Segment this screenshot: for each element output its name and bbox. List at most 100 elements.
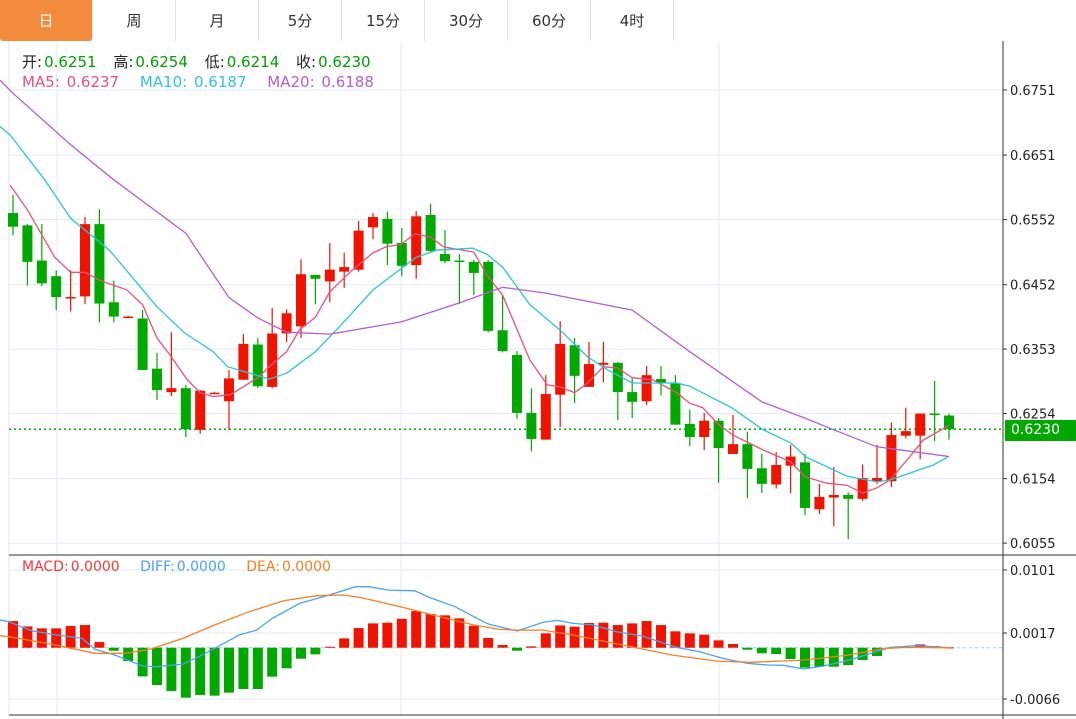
macd-bar — [569, 626, 580, 648]
ma20-readout: MA20: 0.6188 — [267, 73, 376, 91]
macd-bar — [684, 633, 695, 648]
macd-bar — [51, 628, 62, 648]
candle-up — [814, 496, 825, 510]
candle-up — [281, 313, 292, 334]
candle-up — [296, 274, 306, 327]
y-axis-tick-label: 0.6055 — [1010, 537, 1056, 552]
candle-up — [238, 343, 249, 380]
candle-up — [828, 494, 839, 498]
macd-bar — [540, 633, 551, 648]
macd-bar — [627, 623, 638, 648]
candle-down — [468, 261, 479, 273]
macd-bar — [814, 647, 825, 667]
macd-bar — [238, 647, 249, 690]
candle-up — [771, 465, 782, 485]
candle-down — [929, 413, 940, 416]
macd-bar — [252, 647, 263, 690]
macd-bar — [36, 628, 47, 648]
macd-bar — [80, 625, 90, 648]
candle-down — [152, 368, 162, 391]
candle-up — [267, 333, 278, 387]
ma10-line — [0, 126, 948, 483]
open-value: 0.6251 — [44, 53, 97, 71]
dea-label: DEA: — [246, 559, 280, 575]
y-axis-tick-label: 0.6254 — [1010, 408, 1056, 423]
macd-bar — [728, 644, 738, 648]
dea-line — [0, 594, 948, 663]
candle-up — [65, 297, 76, 299]
macd-bar — [555, 625, 566, 648]
macd-bar — [339, 638, 350, 648]
macd-bar — [281, 647, 292, 669]
close-label: 收: — [296, 53, 317, 71]
candle-down — [310, 274, 321, 279]
macd-axis-tick-label: -0.0066 — [1010, 693, 1060, 708]
dea-value: 0.0000 — [281, 559, 331, 575]
candle-down — [440, 254, 450, 262]
candle-down — [137, 318, 148, 370]
high-value: 0.6254 — [135, 53, 188, 71]
macd-bar — [843, 647, 854, 666]
ma5-line — [9, 184, 950, 494]
candle-down — [512, 354, 522, 413]
candle-up — [324, 269, 335, 282]
candle-up — [339, 267, 350, 272]
macd-bar — [670, 631, 681, 648]
ma10-label: MA10: — [139, 73, 188, 91]
ma-readout: MA5: 0.6237 MA10: 0.6187 MA20: 0.6188 — [22, 73, 378, 91]
candle-down — [800, 462, 810, 508]
tab-30min[interactable]: 30分 — [425, 0, 508, 41]
macd-readout: MACD: 0.0000 DIFF: 0.0000 DEA: 0.0000 — [22, 559, 335, 575]
candle-down — [843, 494, 854, 499]
tab-15min[interactable]: 15分 — [342, 0, 425, 41]
candle-up — [699, 420, 710, 438]
candle-down — [944, 415, 954, 430]
macd-bar — [267, 647, 278, 677]
candle-down — [742, 444, 753, 469]
macd-bar — [771, 647, 782, 655]
macd-bar — [166, 647, 177, 691]
tab-4hour[interactable]: 4时 — [591, 0, 674, 41]
candle-up — [195, 390, 206, 430]
candle-down — [569, 345, 580, 376]
ohlc-readout: 开: 0.6251 高: 0.6254 低: 0.6214 收: 0.6230 — [22, 51, 383, 72]
macd-bar — [785, 647, 796, 660]
macd-bar — [584, 623, 594, 648]
candle-up — [123, 316, 134, 319]
candle-up — [209, 392, 220, 395]
macd-bar — [296, 647, 306, 659]
candle-up — [900, 431, 911, 436]
macd-bar — [468, 625, 479, 648]
macd-bar — [22, 626, 33, 648]
macd-label: MACD: — [22, 559, 69, 575]
diff-line — [0, 586, 948, 670]
close-value: 0.6230 — [318, 53, 371, 71]
tab-day[interactable]: 日 — [0, 0, 93, 41]
macd-bar — [483, 638, 494, 648]
candle-down — [94, 224, 105, 304]
ma10-value: 0.6187 — [194, 73, 247, 91]
ma5-label: MA5: — [22, 73, 60, 91]
macd-bar — [512, 647, 522, 651]
y-axis-tick-label: 0.6751 — [1010, 84, 1056, 99]
macd-bar — [641, 621, 652, 648]
candle-down — [382, 218, 393, 244]
macd-bar — [224, 647, 234, 693]
tab-5min[interactable]: 5分 — [259, 0, 342, 41]
tab-week[interactable]: 周 — [93, 0, 176, 41]
candle-down — [180, 388, 191, 430]
candle-down — [612, 362, 623, 393]
tab-month[interactable]: 月 — [176, 0, 259, 41]
macd-bar — [612, 625, 623, 648]
macd-bar — [123, 647, 134, 662]
macd-bar — [209, 647, 220, 696]
candle-down — [36, 260, 47, 284]
ma20-line — [0, 79, 950, 458]
candle-down — [22, 225, 33, 262]
macd-value: 0.0000 — [70, 559, 120, 575]
macd-bar — [94, 642, 105, 648]
macd-axis-tick-label: 0.0017 — [1010, 627, 1056, 642]
tab-60min[interactable]: 60分 — [508, 0, 591, 41]
macd-bar — [497, 644, 508, 648]
